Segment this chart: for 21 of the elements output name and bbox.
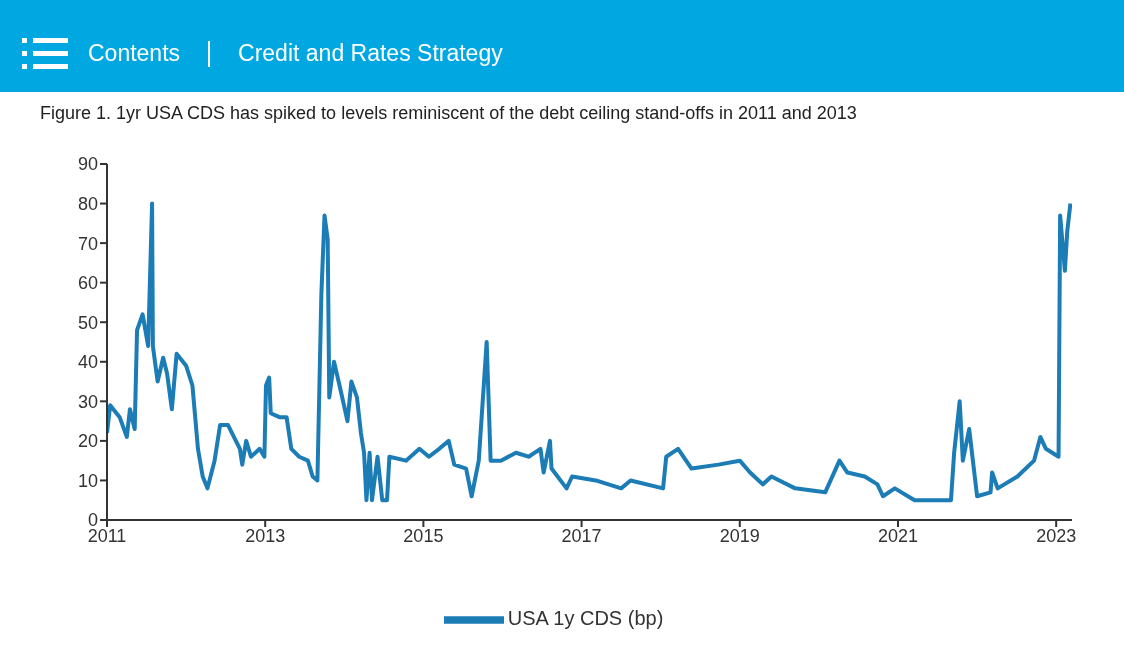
y-tick-label: 20 (77, 431, 98, 452)
x-tick-label: 2021 (877, 525, 919, 546)
x-tick-label: 2015 (403, 525, 444, 546)
line-series (107, 201, 1072, 503)
y-tick-label: 80 (77, 193, 98, 214)
x-tick-label: 2017 (561, 525, 602, 546)
x-tick-label: 2023 (1036, 525, 1077, 546)
legend-label: USA 1y CDS (bp) (507, 607, 664, 630)
chart-title: Figure 1. 1yr USA CDS has spiked to levels reminiscent of the debt ceiling stand-offs in 2011 and 2013 (40, 103, 857, 124)
y-tick-label: 70 (77, 233, 98, 254)
x-tick-label: 2011 (87, 525, 127, 546)
x-tick-label: 2019 (719, 525, 760, 546)
y-tick-label: 90 (77, 154, 98, 175)
y-tick-label: 40 (77, 352, 98, 373)
y-tick-label: 10 (77, 470, 98, 491)
text: Credit and Rates Strategy (238, 40, 503, 67)
y-tick-label: 50 (77, 312, 98, 333)
y-tick-label: 30 (77, 391, 98, 412)
y-tick-label: 60 (77, 273, 98, 294)
x-tick-label: 2013 (245, 525, 286, 546)
text: Contents (88, 40, 181, 67)
